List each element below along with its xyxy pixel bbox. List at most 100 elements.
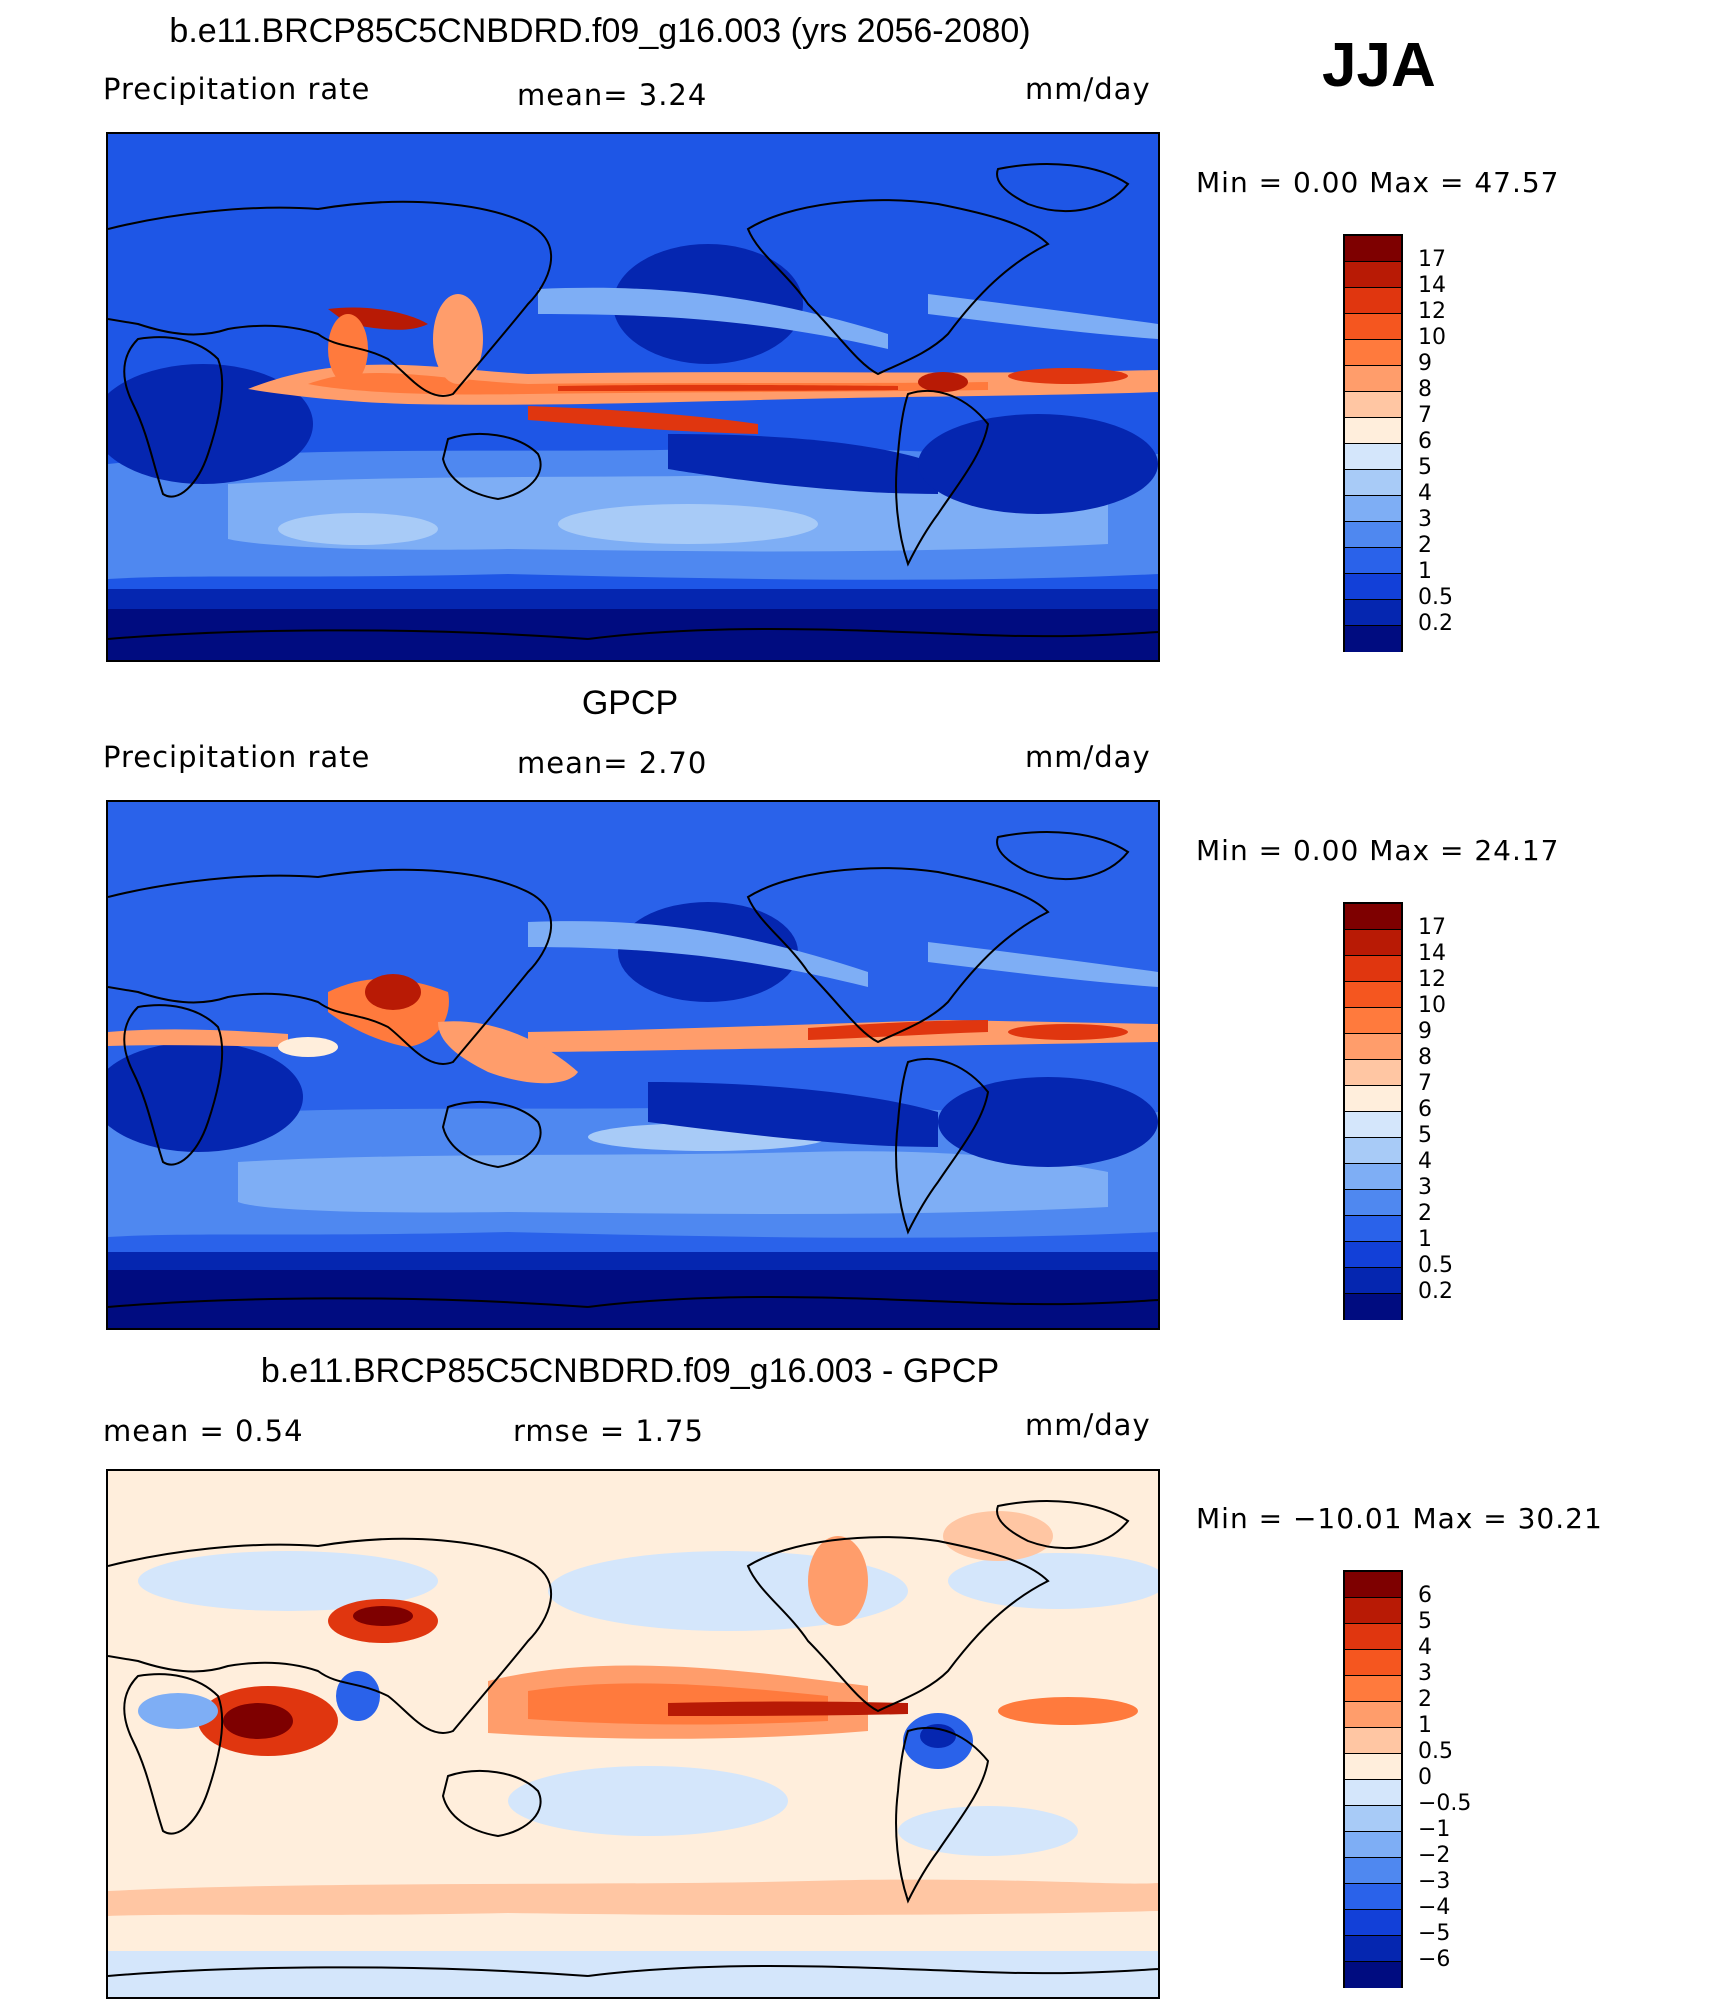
greenland-outline (996, 831, 1130, 880)
panel1-colorbar-box (1345, 470, 1401, 496)
panel3-colorbar-box (1345, 1650, 1401, 1676)
panel3-colorbar-box (1345, 1572, 1401, 1598)
panel3-colorbar-label: 6 (1418, 1583, 1432, 1608)
australia-outline (441, 1101, 542, 1169)
panel3-colorbar-box (1345, 1884, 1401, 1910)
panel1-colorbar-box (1345, 600, 1401, 626)
panel3-colorbar-label: 1 (1418, 1713, 1432, 1738)
panel3-colorbar-label: −2 (1418, 1843, 1451, 1868)
panel3-colorbar-box (1345, 1780, 1401, 1806)
panel2-colorbar-label: 4 (1418, 1149, 1432, 1174)
panel2-colorbar-box (1345, 1294, 1401, 1320)
panel1-variable-label: Precipitation rate (103, 72, 371, 106)
panel1-colorbar-label: 5 (1418, 455, 1432, 480)
panel3-colorbar-label: −5 (1418, 1921, 1451, 1946)
panel1-colorbar-label: 8 (1418, 377, 1432, 402)
season-label: JJA (1322, 31, 1436, 100)
panel2-title: GPCP (581, 684, 679, 722)
panel1-colorbar-box (1345, 574, 1401, 600)
panel1-colorbar-label: 0.5 (1418, 585, 1453, 610)
panel1-colorbar-label: 4 (1418, 481, 1432, 506)
panel1-mean-label: mean= 3.24 (517, 78, 708, 112)
south-america-outline (895, 389, 990, 567)
panel3-colorbar-box (1345, 1676, 1401, 1702)
panel2-colorbar-box (1345, 1034, 1401, 1060)
panel1-colorbar-box (1345, 496, 1401, 522)
antarctica-outline-west (108, 629, 589, 640)
panel1-colorbar-box (1345, 262, 1401, 288)
panel2-colorbar-label: 5 (1418, 1123, 1432, 1148)
panel2-colorbar-box (1345, 956, 1401, 982)
panel1-colorbar-label: 10 (1418, 325, 1446, 350)
panel1-colorbar-box (1345, 288, 1401, 314)
eurasia-outline (108, 868, 552, 1065)
panel1-colorbar-box (1345, 340, 1401, 366)
antarctica-outline-west (108, 1966, 589, 1977)
panel2-colorbar-label: 0.2 (1418, 1279, 1453, 1304)
eurasia-outline (108, 1537, 552, 1734)
panel2-colorbar-label: 17 (1418, 915, 1446, 940)
panel2-colorbar-label: 0.5 (1418, 1253, 1453, 1278)
panel3-colorbar-label: 2 (1418, 1687, 1432, 1712)
panel3-colorbar-box (1345, 1910, 1401, 1936)
panel1-colorbar-label: 12 (1418, 299, 1446, 324)
panel1-minmax-label: Min = 0.00 Max = 47.57 (1196, 166, 1560, 199)
panel1-colorbar-box (1345, 392, 1401, 418)
panel3-colorbar-box (1345, 1962, 1401, 1988)
panel2-minmax-label: Min = 0.00 Max = 24.17 (1196, 834, 1560, 867)
panel2-map (106, 800, 1160, 1330)
panel3-colorbar-box (1345, 1832, 1401, 1858)
antarctica-outline (587, 628, 1158, 640)
panel2-colorbar-box (1345, 1242, 1401, 1268)
greenland-outline (996, 1500, 1130, 1549)
panel2-colorbar-box (1345, 904, 1401, 930)
south-america-outline (895, 1057, 990, 1235)
panel3-colorbar-label: 5 (1418, 1609, 1432, 1634)
eurasia-outline (108, 200, 552, 397)
panel1-map (106, 132, 1160, 662)
panel1-colorbar-box (1345, 444, 1401, 470)
panel2-colorbar-box (1345, 1060, 1401, 1086)
panel3-colorbar-box (1345, 1936, 1401, 1962)
panel2-colorbar-label: 8 (1418, 1045, 1432, 1070)
panel3-rmse-label: rmse = 1.75 (513, 1414, 704, 1448)
panel3-mean-label: mean = 0.54 (103, 1414, 304, 1448)
panel1-colorbar-box (1345, 522, 1401, 548)
panel1-colorbar-label: 0.2 (1418, 611, 1453, 636)
panel3-colorbar-box (1345, 1754, 1401, 1780)
africa-outline (123, 1673, 224, 1835)
north-america-outline (746, 867, 1050, 1044)
panel2-colorbar-box (1345, 1008, 1401, 1034)
panel3-colorbar-box (1345, 1598, 1401, 1624)
panel2-colorbar-box (1345, 1086, 1401, 1112)
africa-outline (123, 1004, 224, 1166)
panel3-colorbar-label: −1 (1418, 1817, 1451, 1842)
panel1-colorbar-label: 9 (1418, 351, 1432, 376)
panel2-variable-label: Precipitation rate (103, 740, 371, 774)
antarctica-outline-west (108, 1297, 589, 1308)
panel3-colorbar-label: −4 (1418, 1895, 1451, 1920)
antarctica-outline (587, 1296, 1158, 1308)
panel2-mean-label: mean= 2.70 (517, 746, 708, 780)
panel1-colorbar-label: 2 (1418, 533, 1432, 558)
panel3-colorbar-label: 3 (1418, 1661, 1432, 1686)
panel2-colorbar-box (1345, 982, 1401, 1008)
australia-outline (441, 433, 542, 501)
greenland-outline (996, 163, 1130, 212)
panel2-colorbar-label: 7 (1418, 1071, 1432, 1096)
panel2-colorbar-box (1345, 1164, 1401, 1190)
panel3-colorbar-label: 0.5 (1418, 1739, 1453, 1764)
panel1-colorbar-box (1345, 236, 1401, 262)
panel3-colorbar-label: 0 (1418, 1765, 1432, 1790)
panel1-colorbar-box (1345, 314, 1401, 340)
panel2-colorbar-label: 1 (1418, 1227, 1432, 1252)
north-america-outline (746, 199, 1050, 376)
panel3-colorbar-box (1345, 1806, 1401, 1832)
australia-outline (441, 1770, 542, 1838)
panel2-colorbar-box (1345, 1190, 1401, 1216)
panel2-colorbar-label: 9 (1418, 1019, 1432, 1044)
panel2-colorbar-box (1345, 930, 1401, 956)
panel2-colorbar-box (1345, 1138, 1401, 1164)
panel3-minmax-label: Min = −10.01 Max = 30.21 (1196, 1502, 1603, 1535)
panel2-colorbar-label: 2 (1418, 1201, 1432, 1226)
